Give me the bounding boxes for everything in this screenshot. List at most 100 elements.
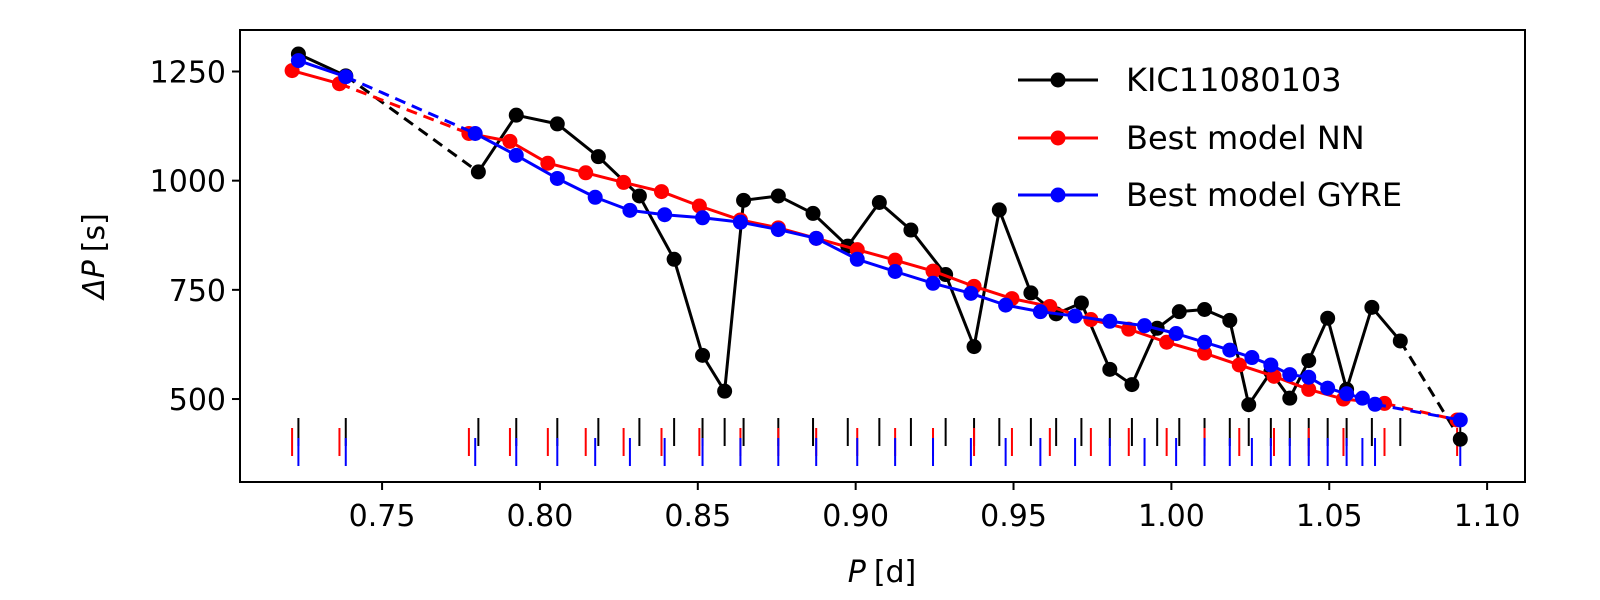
series-segment [909, 229, 947, 276]
data-point [732, 214, 748, 230]
series-segment [846, 201, 881, 248]
legend-marker [1050, 72, 1066, 88]
data-point [925, 263, 941, 279]
data-point [925, 275, 941, 291]
data-point [1301, 381, 1317, 397]
data-point [590, 149, 606, 165]
y-tick-label: 500 [169, 383, 226, 418]
series-dashed-segment [1374, 402, 1461, 422]
series-segment [297, 59, 347, 79]
data-point [1137, 318, 1153, 334]
data-point [338, 69, 354, 85]
y-axis: 500 750 1000 1250 [150, 55, 240, 418]
series-segment [1307, 317, 1330, 362]
data-point [549, 116, 565, 132]
data-point [695, 347, 711, 363]
data-point [653, 184, 669, 200]
data-point [578, 165, 594, 181]
data-point [1244, 350, 1260, 366]
legend-label: Best model GYRE [1126, 176, 1402, 214]
data-point [736, 192, 752, 208]
plot-frame [239, 29, 1526, 483]
series-segment [972, 209, 1001, 347]
data-point [657, 207, 673, 223]
data-point [1197, 345, 1213, 361]
x-tick-label: 1.10 [1454, 499, 1521, 534]
data-point [631, 188, 647, 204]
data-point [1124, 377, 1140, 393]
series-segment [297, 52, 347, 78]
data-point [1241, 397, 1257, 413]
x-tick-label: 0.85 [664, 499, 731, 534]
data-point [1222, 342, 1238, 358]
y-axis-label: ΔP[s] [77, 213, 112, 301]
data-point [1263, 357, 1279, 373]
data-point [1364, 299, 1380, 315]
data-point [1197, 301, 1213, 317]
series-segment [672, 258, 704, 356]
data-point [991, 202, 1007, 218]
data-point [1392, 333, 1408, 349]
series-segment [812, 212, 849, 248]
data-point [1168, 326, 1184, 342]
data-point [622, 202, 638, 218]
series-segment [477, 114, 518, 173]
data-point [1102, 313, 1118, 329]
y-tick-label: 1000 [150, 165, 226, 200]
series-dashed-segment [338, 82, 470, 135]
data-point [470, 164, 486, 180]
x-axis-label: P [d] [848, 555, 917, 590]
legend-label: KIC11080103 [1126, 61, 1342, 99]
x-tick-label: 0.80 [507, 499, 574, 534]
data-point [805, 205, 821, 221]
legend-label: Best model NN [1126, 119, 1365, 157]
data-point [963, 285, 979, 301]
series-segment [1345, 306, 1374, 390]
series-segment [638, 195, 676, 260]
data-point [1171, 304, 1187, 320]
data-point [467, 126, 483, 142]
period-rug-marks [291, 418, 1462, 466]
series-segment [515, 154, 559, 180]
data-point [1452, 431, 1468, 447]
data-point [1197, 334, 1213, 350]
series-dashed-segment [345, 75, 476, 135]
x-tick-label: 0.75 [349, 499, 416, 534]
data-point [502, 133, 518, 149]
x-axis: 0.75 0.80 0.85 0.90 0.95 1.00 1.05 1.10 [349, 482, 1521, 534]
series-segment [997, 209, 1033, 294]
data-point [808, 230, 824, 246]
data-point [966, 339, 982, 355]
series-layer [284, 46, 1468, 447]
data-point [1023, 285, 1039, 301]
data-point [1320, 310, 1336, 326]
series-segment [815, 236, 858, 261]
data-point [508, 147, 524, 163]
data-point [1073, 295, 1089, 311]
data-point [1367, 396, 1383, 412]
legend: KIC11080103 Best model NN Best model GYRE [1018, 61, 1402, 214]
data-point [1102, 361, 1118, 377]
data-point [616, 174, 632, 190]
data-point [691, 198, 707, 214]
data-point [717, 383, 733, 399]
x-tick-label: 1.00 [1138, 499, 1205, 534]
data-point [1339, 386, 1355, 402]
data-point [549, 170, 565, 186]
series-segment [474, 132, 517, 157]
data-point [508, 107, 524, 123]
series-segment [1326, 317, 1349, 390]
y-tick-label: 750 [169, 274, 226, 309]
data-point [1231, 357, 1247, 373]
x-tick-label: 0.95 [980, 499, 1047, 534]
series-dashed-segment [344, 74, 480, 174]
series-segment [597, 155, 641, 198]
data-point [770, 222, 786, 238]
data-point [540, 155, 556, 171]
series-segment [723, 200, 746, 392]
data-point [290, 53, 306, 69]
series-segment [1080, 302, 1112, 370]
data-point [887, 252, 903, 268]
y-tick-label: 1250 [150, 55, 226, 90]
